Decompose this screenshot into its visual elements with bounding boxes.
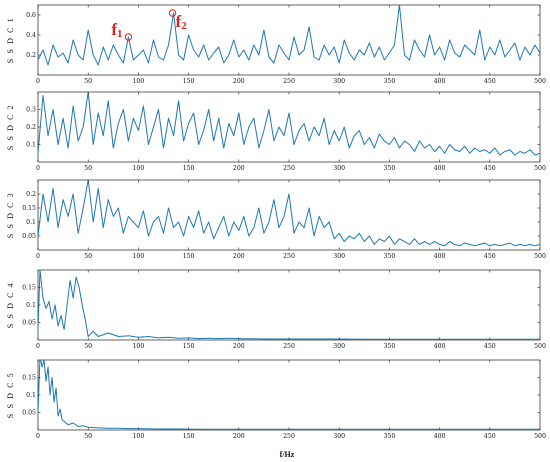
x-tick-label: 150: [183, 78, 195, 85]
x-tick-label: 300: [333, 343, 345, 350]
x-tick-label: 500: [534, 433, 546, 440]
y-tick-label: 0.2: [26, 124, 36, 131]
x-tick-label: 0: [36, 433, 40, 440]
y-axis-label: S S D C 2: [6, 104, 15, 150]
x-tick-label: 400: [434, 433, 446, 440]
y-tick-label: 0.15: [22, 285, 36, 292]
x-tick-label: 0: [36, 253, 40, 260]
annotation-label: f1: [111, 20, 122, 40]
chart-panels: 0 50 100 150 200 250 300 350 400 450 5000.20.40.6S…: [6, 4, 546, 440]
x-tick-label: 50: [84, 433, 92, 440]
y-tick-label: 0.15: [22, 205, 36, 212]
x-tick-label: 200: [233, 343, 245, 350]
y-tick-label: 0.2: [26, 191, 36, 198]
x-tick-label: 100: [132, 253, 144, 260]
x-tick-label: 500: [534, 253, 546, 260]
x-tick-label: 50: [84, 78, 92, 85]
annotation-marker: [168, 9, 177, 17]
x-tick-label: 100: [132, 433, 144, 440]
x-tick-label: 0: [36, 165, 40, 172]
y-axis-label: S S D C 1: [6, 17, 15, 63]
x-tick-label: 350: [383, 165, 395, 172]
panel-1: 0 50 100 150 200 250 300 350 400 450 500 0.2 0.4 0.6 S…: [6, 4, 546, 85]
x-tick-label: 350: [383, 343, 395, 350]
x-tick-label: 350: [383, 253, 395, 260]
y-axis-label: S S D C 5: [6, 372, 15, 418]
panel-3: 0 50 100 150 200 250 300 350 400 450 500 0.05 0.1 0.1…: [6, 179, 546, 260]
x-tick-label: 350: [383, 78, 395, 85]
annotation-marker: [124, 33, 133, 41]
x-tick-label: 250: [283, 343, 295, 350]
y-tick-label: 0.2: [26, 52, 36, 59]
x-tick-label: 400: [434, 343, 446, 350]
x-tick-label: 300: [333, 78, 345, 85]
x-tick-label: 450: [484, 343, 496, 350]
x-tick-label: 400: [434, 78, 446, 85]
annotation-label: f2: [176, 12, 188, 32]
x-tick-label: 450: [484, 433, 496, 440]
y-axis-label: S S D C 3: [6, 192, 15, 238]
x-tick-label: 250: [283, 253, 295, 260]
x-tick-label: 450: [484, 78, 496, 85]
y-tick-label: 0.15: [22, 375, 36, 382]
x-tick-label: 250: [283, 78, 295, 85]
x-tick-label: 150: [183, 433, 195, 440]
series-line-1: [38, 270, 540, 340]
series-line-1: [38, 180, 540, 247]
x-tick-label: 250: [283, 165, 295, 172]
panel-frame: [37, 269, 541, 341]
panel-frame: [37, 4, 541, 76]
x-tick-label: 150: [183, 165, 195, 172]
x-tick-label: 200: [233, 433, 245, 440]
y-tick-label: 0.05: [22, 233, 36, 240]
series-line-1: [38, 5, 540, 66]
y-tick-label: 0.1: [26, 302, 36, 309]
x-tick-label: 100: [132, 343, 144, 350]
x-tick-label: 350: [383, 433, 395, 440]
x-tick-label: 300: [333, 433, 345, 440]
x-tick-label: 50: [84, 253, 92, 260]
y-tick-label: 0.3: [26, 107, 36, 114]
x-tick-label: 450: [484, 253, 496, 260]
y-axis-label: S S D C 4: [6, 282, 15, 328]
panel-5: 0 50 100 150 200 250 300 350 400 450 500 0.05 0.1 0.1…: [6, 359, 546, 440]
x-tick-label: 50: [84, 165, 92, 172]
y-tick-label: 0.1: [26, 142, 36, 149]
y-tick-label: 0.1: [26, 219, 36, 226]
y-tick-label: 0.05: [22, 410, 36, 417]
x-tick-label: 400: [434, 253, 446, 260]
x-tick-label: 0: [36, 343, 40, 350]
x-tick-label: 200: [233, 165, 245, 172]
x-tick-label: 150: [183, 253, 195, 260]
y-tick-label: 0.4: [26, 32, 36, 39]
x-tick-label: 450: [484, 165, 496, 172]
x-tick-label: 0: [36, 78, 40, 85]
y-tick-label: 0.1: [26, 392, 36, 399]
x-tick-label: 200: [233, 78, 245, 85]
series-line-1: [38, 360, 540, 430]
panel-frame: [37, 359, 541, 431]
x-tick-label: 500: [534, 343, 546, 350]
x-tick-label: 500: [534, 165, 546, 172]
x-tick-label: 200: [233, 253, 245, 260]
panel-2: 0 50 100 150 200 250 300 350 400 450 500 0.1 0.2 0.3 S…: [6, 91, 546, 172]
x-axis-label: f/Hz: [280, 450, 295, 459]
x-tick-label: 300: [333, 253, 345, 260]
panel-frame: [37, 91, 541, 163]
y-tick-label: 0.6: [26, 12, 36, 19]
x-tick-label: 150: [183, 343, 195, 350]
x-tick-label: 100: [132, 78, 144, 85]
x-tick-label: 50: [84, 343, 92, 350]
series-line-1: [38, 92, 540, 156]
panel-4: 0 50 100 150 200 250 300 350 400 450 500 0.05 0.1 0.1…: [6, 269, 546, 350]
y-tick-label: 0.05: [22, 320, 36, 327]
x-tick-label: 400: [434, 165, 446, 172]
x-tick-label: 100: [132, 165, 144, 172]
x-tick-label: 250: [283, 433, 295, 440]
x-tick-label: 300: [333, 165, 345, 172]
x-tick-label: 500: [534, 78, 546, 85]
